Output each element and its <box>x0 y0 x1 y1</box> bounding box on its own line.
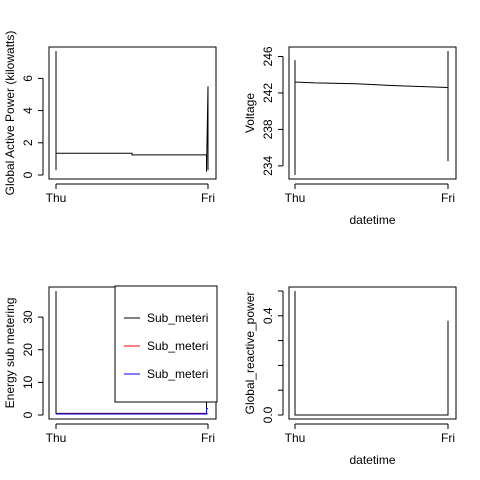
legend-label: Sub_meteri <box>147 311 208 325</box>
panel-bottom-right: 0.0 0.4 Thu Fri Global_reactive_powerdatetim… <box>243 286 457 467</box>
plot-frame <box>48 46 217 180</box>
plot-frame <box>288 286 457 420</box>
y-tick-label: 234 <box>261 156 275 176</box>
series-line-1 <box>55 51 209 172</box>
y-tick-label: 0.4 <box>261 307 275 324</box>
y-tick-label: 238 <box>261 119 275 139</box>
x-axis-label: datetime <box>349 453 395 467</box>
y-tick-label: 0 <box>21 411 35 418</box>
x-tick-label: Fri <box>441 191 455 205</box>
y-tick-label: 4 <box>21 107 35 114</box>
x-tick-label: Fri <box>201 191 215 205</box>
x-tick-label: Thu <box>285 431 306 445</box>
legend-label: Sub_meteri <box>147 339 208 353</box>
x-tick-label: Thu <box>46 431 67 445</box>
plot-frame <box>288 46 457 180</box>
x-tick-label: Thu <box>285 191 306 205</box>
x-tick-label: Fri <box>441 431 455 445</box>
x-axis-label: datetime <box>349 213 395 227</box>
series-line-1 <box>294 291 449 416</box>
panel-top-right: 234 238 242 246 Thu Fri Voltage datetime <box>243 46 457 227</box>
panel-bottom-left: 0 10 20 30 Thu Fri Energy sub metering Sub_mete… <box>3 285 218 445</box>
legend-box <box>114 285 218 403</box>
y-axis-label: Energy sub metering <box>3 298 17 409</box>
y-tick-label: 20 <box>21 343 35 357</box>
y-tick-label: 6 <box>21 75 35 82</box>
y-tick-label: 10 <box>21 375 35 389</box>
y-tick-label: 2 <box>21 139 35 146</box>
legend: Sub_meteri Sub_meteri Sub_meteri <box>114 285 218 403</box>
y-axis-label: Global Active Power (kilowatts) <box>3 31 17 196</box>
y-axis-label: Voltage <box>243 93 257 133</box>
y-tick-label: 242 <box>261 83 275 103</box>
series-line-3 <box>56 408 208 415</box>
series-line-1 <box>294 51 449 175</box>
y-tick-label: 0.0 <box>261 406 275 423</box>
panel-top-left: 0 2 4 6 Thu Fri Global Active Power (kilowatts… <box>3 31 217 205</box>
y-tick-label: 30 <box>21 310 35 324</box>
y-tick-label: 0 <box>21 171 35 178</box>
legend-label: Sub_meteri <box>147 367 208 381</box>
y-axis-label: Global_reactive_power <box>243 292 257 415</box>
x-tick-label: Fri <box>201 431 215 445</box>
y-tick-label: 246 <box>261 46 275 66</box>
x-tick-label: Thu <box>46 191 67 205</box>
